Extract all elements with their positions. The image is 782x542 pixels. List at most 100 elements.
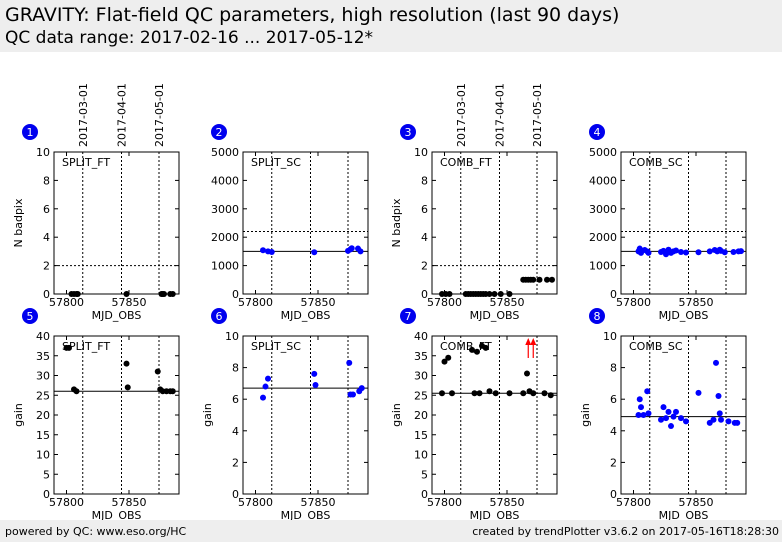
y-tick-label: 0 [610,488,617,501]
x-tick-label: 57800 [427,496,462,509]
x-tick-label: 57850 [112,496,147,509]
x-tick-label: 57850 [301,296,336,309]
y-tick-label: 2 [610,456,617,469]
data-point [469,346,475,353]
data-point [695,389,702,396]
date-marker-label: 2017-04-01 [116,83,129,147]
date-marker-label: 2017-05-01 [153,83,166,147]
data-point [718,416,724,423]
panel-number: 2 [216,126,223,139]
x-axis-label: MJD_OBS [659,309,709,322]
y-tick-label: 2 [232,456,239,469]
y-tick-label: 2 [421,260,428,273]
x-tick-label: 57800 [238,496,273,509]
data-point [476,390,483,397]
data-point [683,418,689,425]
x-tick-label: 57800 [427,296,462,309]
x-axis-label: MJD_OBS [470,309,520,322]
data-point [663,415,669,422]
panel-label: SPLIT_SC [251,156,301,169]
plot-frame [53,335,180,495]
data-point [678,248,684,255]
data-point [312,381,319,388]
data-point [730,248,737,255]
data-point [645,249,652,256]
x-tick-label: 57800 [49,296,84,309]
y-tick-label: 8 [421,174,428,187]
y-tick-label: 15 [36,429,50,442]
data-point [154,368,161,375]
data-point [673,408,679,415]
data-point [713,359,719,366]
data-point [449,390,455,397]
y-tick-label: 4 [43,231,50,244]
panel-number-badge [22,308,38,324]
x-tick-label: 57800 [616,296,651,309]
y-tick-label: 0 [421,288,428,301]
y-tick-label: 5000 [211,146,239,159]
footer-bar: powered by QC: www.eso.org/HC created by… [0,520,782,542]
panel-number: 8 [594,310,601,323]
panel-number-badge [589,124,605,140]
outlier-arrow-head [530,338,537,345]
data-point [124,384,131,391]
y-tick-label: 4 [232,425,239,438]
date-marker-label: 2017-04-01 [494,83,507,147]
data-point [445,354,452,361]
y-tick-label: 1000 [211,260,239,273]
y-tick-label: 10 [36,146,50,159]
data-point [471,390,478,397]
x-axis-label: MJD_OBS [92,509,142,520]
y-axis-label: N badpix [12,198,25,247]
panel-label: COMB_SC [629,340,683,353]
panel-number: 5 [27,310,34,323]
data-point [660,404,667,411]
y-tick-label: 8 [232,362,239,375]
y-tick-label: 6 [421,203,428,216]
data-point [260,247,266,254]
x-axis-label: MJD_OBS [281,509,331,520]
data-point [169,388,176,395]
x-tick-label: 57800 [238,296,273,309]
data-point [497,291,504,297]
data-point [520,390,527,397]
data-point [541,390,548,397]
y-tick-label: 10 [36,449,50,462]
data-point [695,249,702,256]
y-tick-label: 10 [414,146,428,159]
data-point [536,276,543,283]
data-point [439,390,445,397]
x-tick-label: 57850 [679,496,714,509]
y-tick-label: 3000 [211,203,239,216]
y-axis-label: gain [201,403,214,427]
panel-number-badge [400,124,416,140]
plot-frame [242,151,369,295]
panel-number-badge [22,124,38,140]
panel-number: 1 [27,126,34,139]
panel-number: 6 [216,310,223,323]
y-tick-label: 2 [43,260,50,273]
data-point [491,291,498,297]
data-point [268,248,275,255]
data-point [260,394,266,401]
panel-label: SPLIT_FT [62,156,110,169]
outlier-arrow-head [525,338,532,345]
date-marker-label: 2017-05-01 [531,83,544,147]
y-tick-label: 5 [43,468,50,481]
x-axis-label: MJD_OBS [281,309,331,322]
data-point [644,388,651,395]
data-point [683,249,689,256]
y-tick-label: 5 [421,468,428,481]
data-point [441,358,448,365]
panel-label: COMB_SC [629,156,683,169]
data-point [66,344,72,351]
data-point [506,390,513,397]
y-tick-label: 25 [414,389,428,402]
header-bar: GRAVITY: Flat-field QC parameters, high … [0,0,782,52]
y-tick-label: 10 [603,330,617,343]
y-tick-label: 8 [43,174,50,187]
panel-number-badge [211,124,227,140]
y-tick-label: 2000 [589,231,617,244]
data-point [547,392,554,399]
data-point [665,408,672,415]
